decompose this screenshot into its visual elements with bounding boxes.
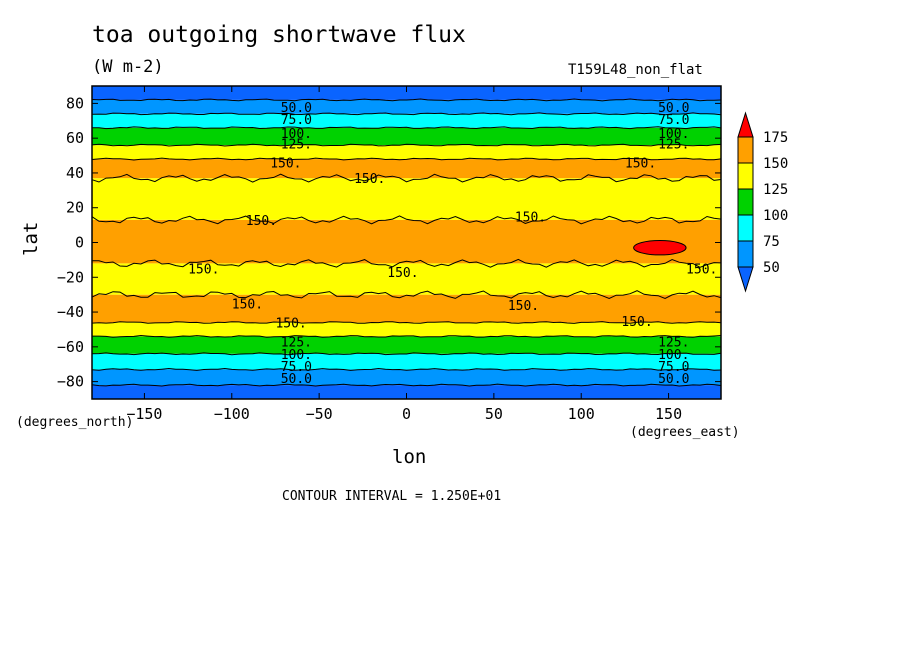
red-patch [633, 240, 687, 256]
band-1 [92, 369, 721, 386]
band-4 [92, 322, 721, 337]
contour-label-11: 150. [508, 299, 539, 314]
chart-title: toa outgoing shortwave flux [92, 22, 466, 48]
band-14 [92, 86, 721, 100]
band-10 [92, 145, 721, 160]
contour-line-3 [92, 334, 722, 338]
colorbar-label-1: 150 [763, 156, 788, 172]
x-tick-label-2: −50 [306, 405, 333, 423]
contour-label-0: 50.0 [281, 101, 312, 116]
band-12 [92, 113, 721, 128]
contour-line-9 [91, 157, 722, 161]
contour-label-6: 150. [246, 214, 277, 229]
band-13 [92, 99, 721, 114]
contour-label-17: 100. [281, 348, 312, 363]
contour-line-1 [91, 367, 722, 371]
colorbar-label-2: 125 [763, 182, 788, 198]
y-tick-label-6: 40 [66, 164, 84, 182]
y-tick-label-4: 0 [75, 234, 84, 252]
contour-label-9: 150. [387, 266, 418, 281]
x-tick-label-6: 150 [655, 405, 682, 423]
contour-label-1: 75.0 [281, 113, 312, 128]
contour-label-24: 125. [658, 336, 689, 351]
x-tick-label-5: 100 [568, 405, 595, 423]
y-tick-label-5: 20 [66, 199, 84, 217]
colorbar-box-1 [737, 162, 754, 190]
contour-label-21: 75.0 [658, 113, 689, 128]
colorbar-label-5: 50 [763, 260, 780, 276]
contour-line-0 [91, 383, 722, 387]
contour-label-27: 50.0 [658, 372, 689, 387]
contour-label-25: 100. [658, 348, 689, 363]
band-11 [92, 127, 721, 146]
contour-line-4 [91, 321, 722, 324]
colorbar-box-2 [737, 188, 754, 216]
contour-label-7: 150. [515, 210, 546, 225]
y-tick-label-1: −60 [57, 338, 84, 356]
colorbar-box-4 [737, 240, 754, 268]
contour-label-10: 150. [232, 297, 263, 312]
band-6 [92, 263, 721, 295]
contour-label-2: 100. [281, 127, 312, 142]
x-tick-label-3: 0 [402, 405, 411, 423]
y-tick-label-8: 80 [66, 94, 84, 112]
contour-line-6 [91, 258, 722, 268]
contour-label-18: 75.0 [281, 360, 312, 375]
y-tick-label-2: −40 [57, 303, 84, 321]
colorbar-box-3 [737, 214, 754, 242]
contour-line-11 [91, 126, 722, 130]
run-label: T159L48_non_flat [568, 62, 703, 78]
colorbar-top-arrow [737, 111, 754, 138]
contour-line-7 [91, 215, 722, 225]
colorbar-label-4: 75 [763, 234, 780, 250]
colorbar-box-0 [737, 136, 754, 164]
contour-label-14: 150. [625, 157, 656, 172]
x-tick-label-0: −150 [126, 405, 162, 423]
y-tick-label-0: −80 [57, 373, 84, 391]
contour-line-2 [91, 352, 722, 356]
contour-label-16: 125. [281, 336, 312, 351]
contour-label-26: 75.0 [658, 360, 689, 375]
y-unit-note: (degrees_north) [16, 415, 134, 430]
x-tick-label-1: −100 [214, 405, 250, 423]
contour-label-4: 150. [270, 157, 301, 172]
band-9 [92, 159, 721, 179]
contour-label-5: 150. [354, 172, 385, 187]
contour-line-8 [91, 173, 722, 183]
band-8 [92, 178, 721, 220]
y-tick-label-3: −20 [57, 268, 84, 286]
contour-label-20: 50.0 [658, 101, 689, 116]
band-2 [92, 353, 721, 370]
colorbar-label-0: 175 [763, 130, 788, 146]
contour-line-10 [91, 143, 722, 147]
colorbar-label-3: 100 [763, 208, 788, 224]
x-axis-label: lon [392, 446, 427, 468]
contour-label-12: 150. [275, 316, 306, 331]
x-unit-note: (degrees_east) [630, 425, 740, 440]
contour-label-8: 150. [188, 263, 219, 278]
contour-label-3: 125. [281, 137, 312, 152]
units-label: (W m-2) [92, 57, 164, 77]
contour-interval-label: CONTOUR INTERVAL = 1.250E+01 [282, 489, 502, 504]
band-3 [92, 336, 721, 354]
contour-label-15: 150. [686, 263, 717, 278]
contour-label-22: 100. [658, 127, 689, 142]
contour-label-13: 150. [621, 315, 652, 330]
contour-line-13 [91, 98, 722, 102]
band-7 [92, 219, 721, 264]
contour-label-23: 125. [658, 137, 689, 152]
contour-line-5 [91, 290, 722, 300]
contour-line-12 [91, 112, 722, 116]
band-5 [92, 294, 721, 323]
y-tick-label-7: 60 [66, 129, 84, 147]
band-0 [92, 385, 721, 399]
colorbar-bottom-arrow [737, 266, 754, 293]
x-tick-label-4: 50 [485, 405, 503, 423]
contour-label-19: 50.0 [281, 372, 312, 387]
